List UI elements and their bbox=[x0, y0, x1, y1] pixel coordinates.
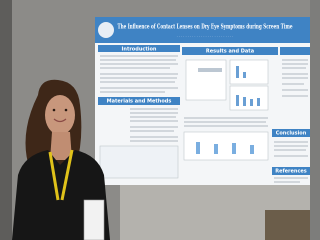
table-header bbox=[198, 68, 222, 72]
wall-edge bbox=[0, 0, 12, 240]
badge bbox=[84, 200, 104, 240]
logo bbox=[98, 22, 114, 38]
photo: The Influence of Contact Lenses on Dry E… bbox=[0, 0, 310, 240]
section-title: Results and Data bbox=[206, 49, 254, 55]
eye bbox=[65, 109, 68, 112]
chart-image bbox=[230, 60, 268, 84]
section-title: References bbox=[275, 169, 307, 175]
poster-title: The Influence of Contact Lenses on Dry E… bbox=[118, 24, 293, 31]
neck bbox=[50, 132, 72, 160]
poster-authors: · · · · · · · · · · · · · · · · · · · · … bbox=[177, 35, 234, 39]
other-person bbox=[265, 210, 310, 240]
page: The Influence of Contact Lenses on Dry E… bbox=[0, 0, 310, 240]
eye bbox=[53, 109, 56, 112]
section-title: Introduction bbox=[122, 46, 157, 52]
section-title: Materials and Methods bbox=[107, 99, 172, 105]
section-header bbox=[280, 47, 310, 55]
face bbox=[45, 95, 75, 135]
table-image bbox=[186, 60, 226, 100]
section-title: Conclusion bbox=[276, 131, 307, 137]
chart-image bbox=[230, 86, 268, 110]
figure-image bbox=[100, 146, 178, 178]
